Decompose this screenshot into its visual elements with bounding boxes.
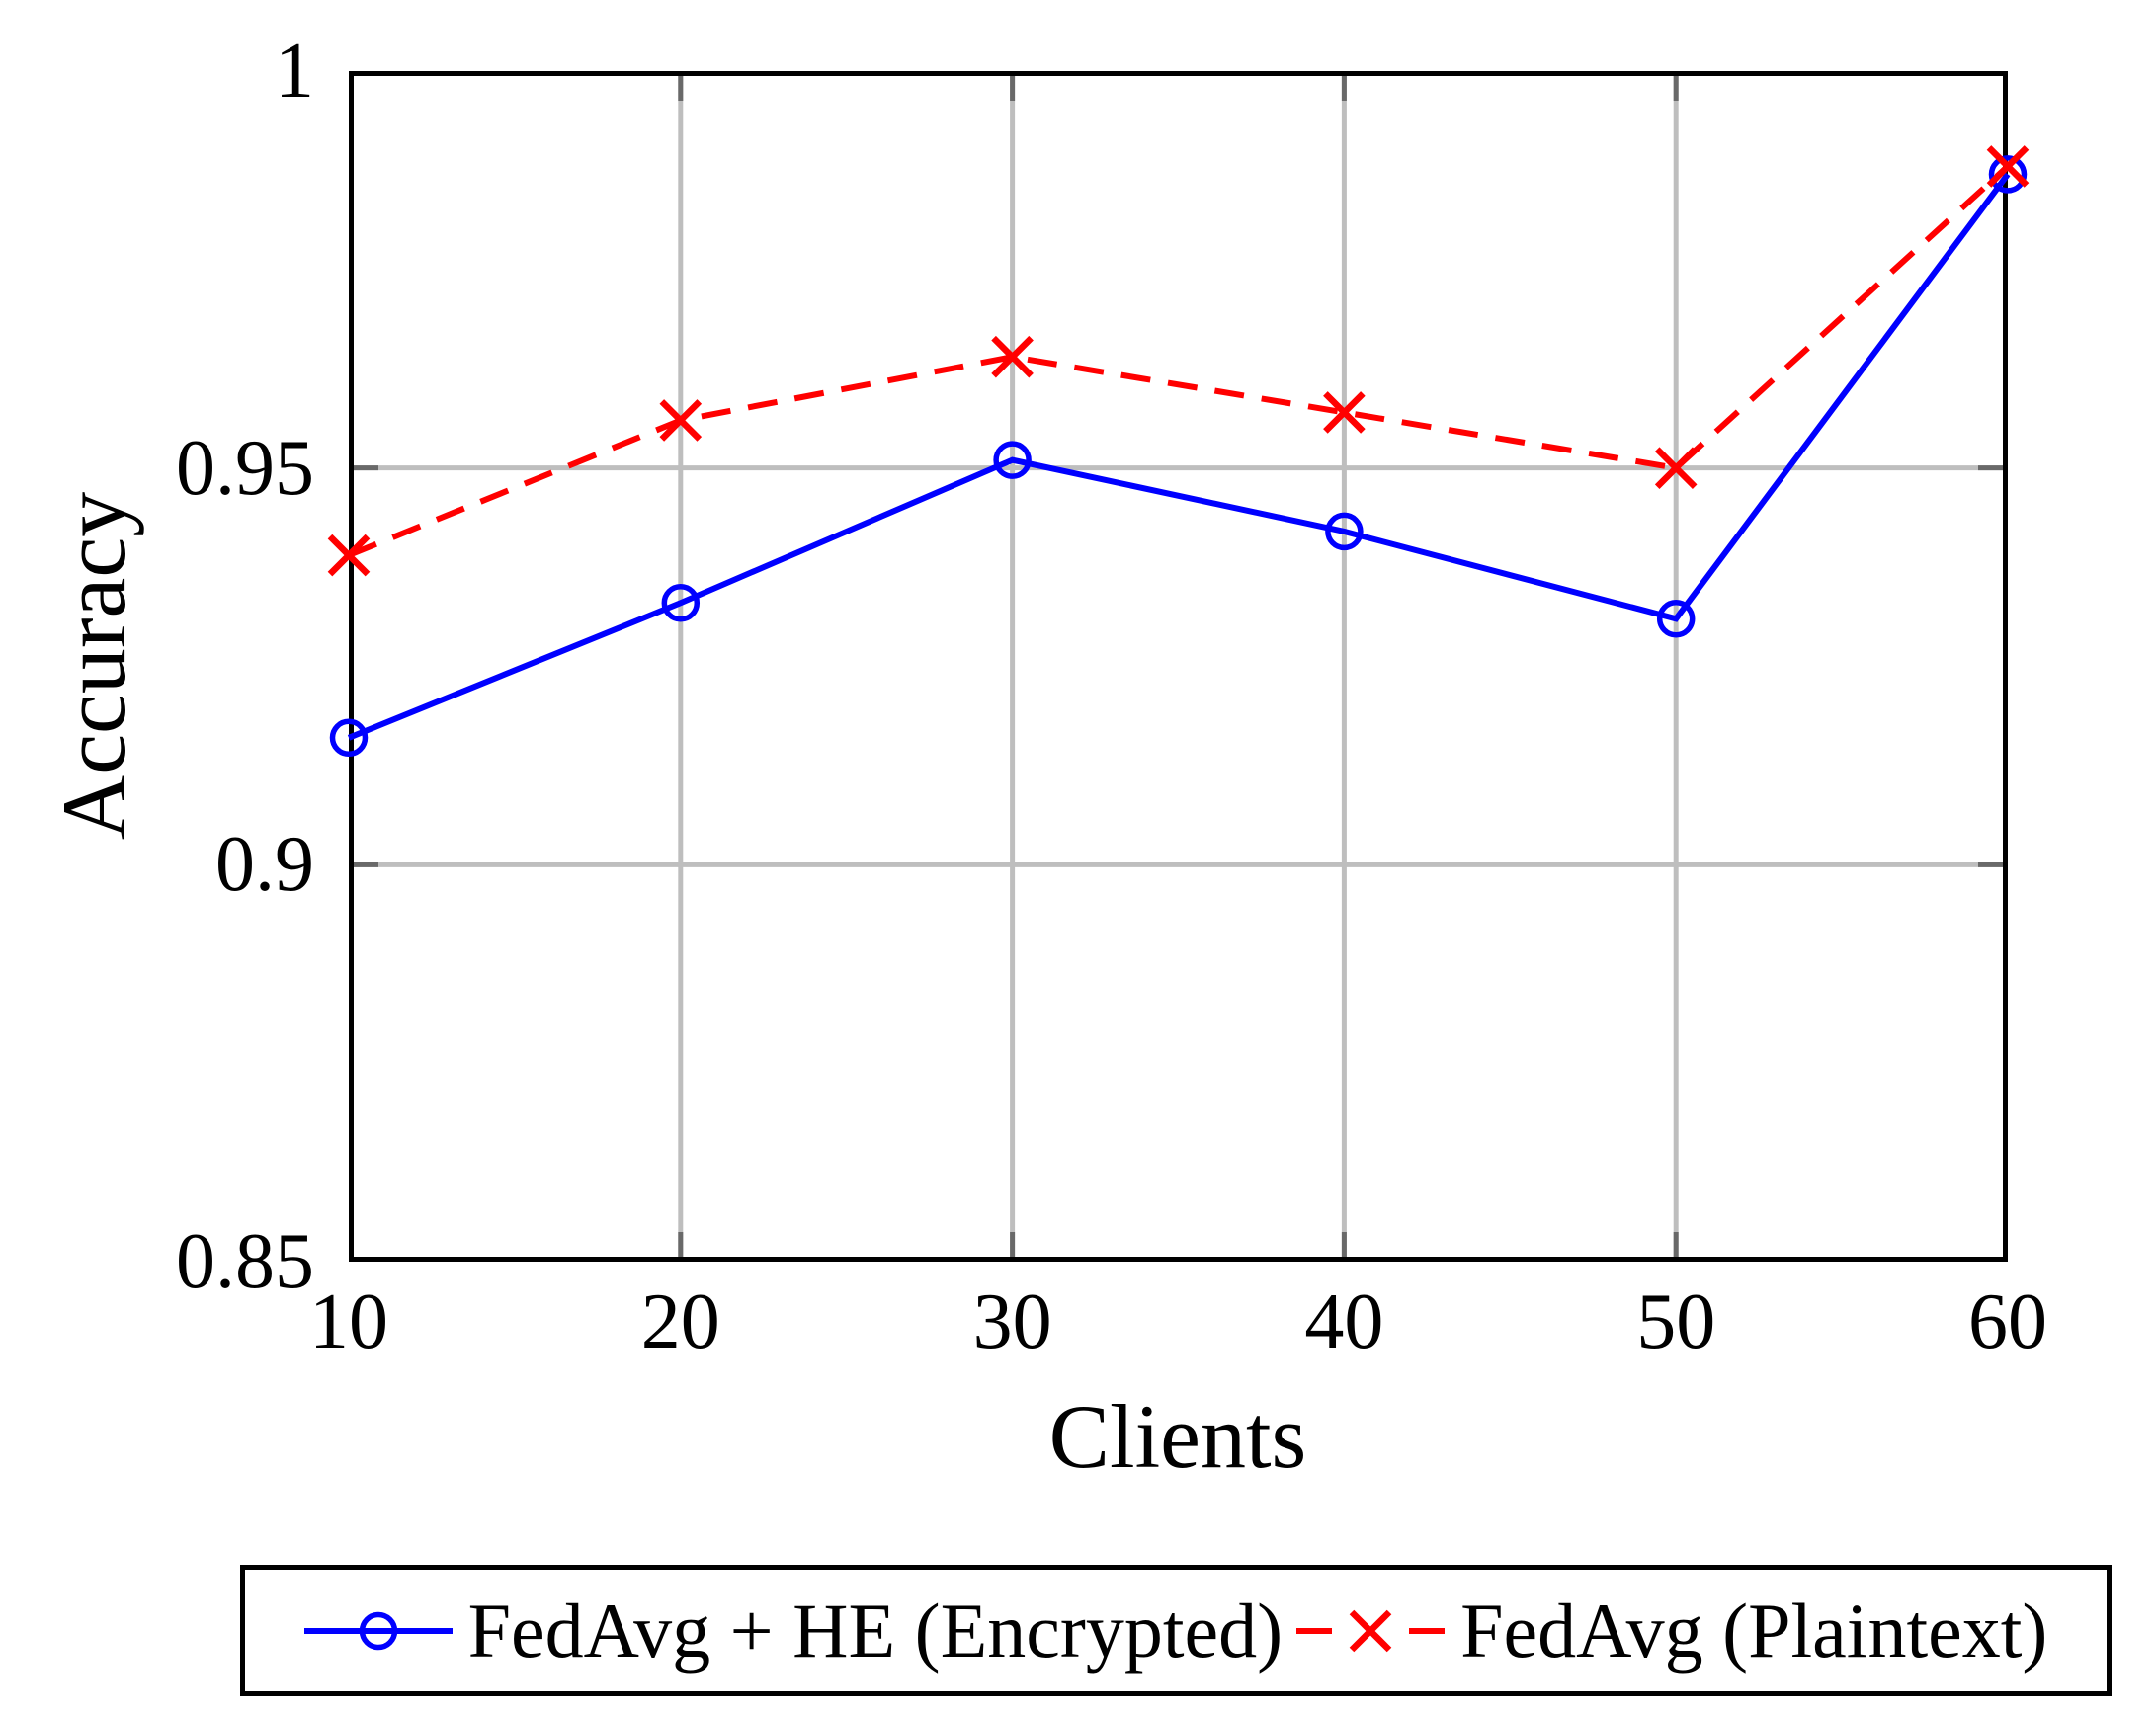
legend-item-plaintext: FedAvg (Plaintext) — [1296, 1587, 2048, 1674]
legend-label-encrypted: FedAvg + HE (Encrypted) — [467, 1587, 1284, 1674]
y-tick-label: 0.85 — [176, 1218, 314, 1305]
plot-area — [327, 71, 2030, 1262]
y-tick-label: 0.9 — [215, 821, 314, 909]
legend-swatch-encrypted-icon — [303, 1611, 453, 1650]
legend-swatch-plaintext-icon — [1296, 1609, 1446, 1652]
x-tick-label: 10 — [309, 1278, 388, 1365]
legend-label-plaintext: FedAvg (Plaintext) — [1460, 1587, 2048, 1674]
y-axis-tick-labels: 1 0.95 0.9 0.85 — [0, 32, 332, 1301]
x-tick-label: 60 — [1968, 1278, 2047, 1365]
y-tick-label: 1 — [275, 28, 314, 115]
y-axis-label: Accuracy — [43, 491, 144, 841]
x-axis-tick-labels: 10 20 30 40 50 60 — [309, 1278, 2047, 1371]
y-tick-label: 0.95 — [176, 424, 314, 512]
x-axis-label: Clients — [1048, 1386, 1307, 1487]
plot-svg — [327, 71, 2030, 1262]
x-tick-label: 50 — [1636, 1278, 1716, 1365]
x-tick-label: 30 — [972, 1278, 1052, 1365]
legend: FedAvg + HE (Encrypted) FedAvg (Plaintex… — [240, 1565, 2112, 1696]
legend-item-encrypted: FedAvg + HE (Encrypted) — [303, 1587, 1284, 1674]
x-tick-label: 40 — [1304, 1278, 1384, 1365]
x-tick-label: 20 — [640, 1278, 720, 1365]
